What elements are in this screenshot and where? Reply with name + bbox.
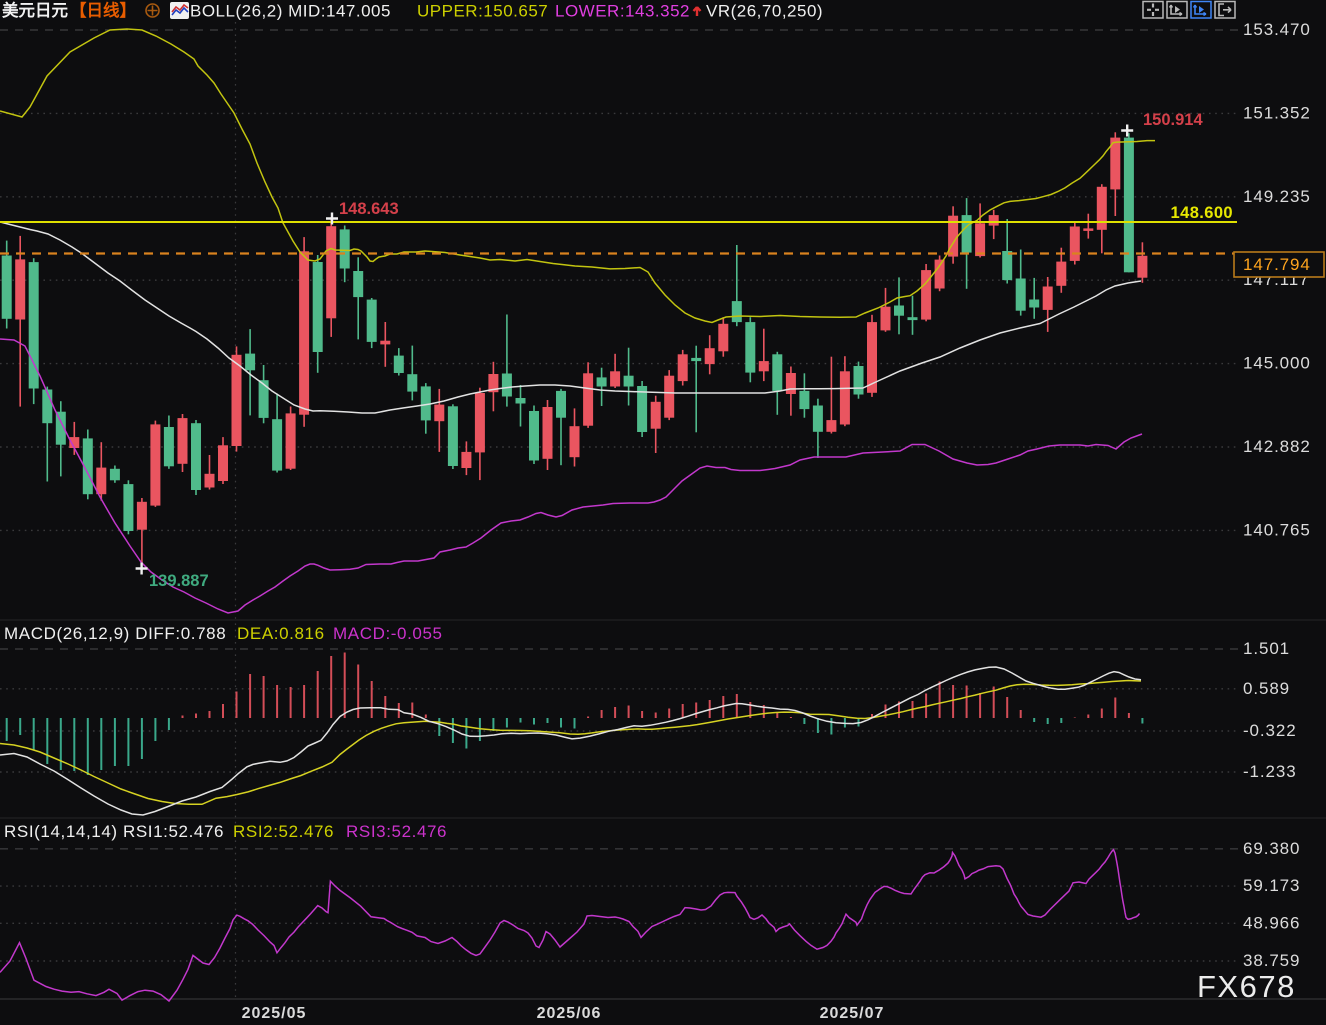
svg-text:FX678: FX678: [1197, 969, 1296, 1004]
svg-text:LOWER:143.352: LOWER:143.352: [555, 2, 690, 21]
svg-text:69.380: 69.380: [1243, 839, 1300, 858]
svg-text:153.470: 153.470: [1243, 20, 1311, 39]
svg-text:2025/07: 2025/07: [820, 1005, 885, 1022]
svg-text:MACD:-0.055: MACD:-0.055: [333, 624, 443, 643]
svg-text:美元日元: 美元日元: [2, 0, 69, 20]
svg-text:VR(26,70,250): VR(26,70,250): [706, 2, 823, 21]
svg-text:48.966: 48.966: [1243, 913, 1300, 932]
svg-text:-1.233: -1.233: [1243, 762, 1297, 781]
svg-text:RSI2:52.476: RSI2:52.476: [233, 822, 334, 841]
svg-text:38.759: 38.759: [1243, 951, 1300, 970]
svg-text:149.235: 149.235: [1243, 187, 1311, 206]
svg-text:UPPER:150.657: UPPER:150.657: [417, 2, 548, 21]
svg-text:2025/05: 2025/05: [242, 1005, 307, 1022]
svg-text:142.882: 142.882: [1243, 437, 1311, 456]
svg-text:DEA:0.816: DEA:0.816: [237, 624, 325, 643]
svg-text:150.914: 150.914: [1143, 111, 1203, 129]
svg-text:151.352: 151.352: [1243, 103, 1311, 122]
svg-text:BOLL(26,2) MID:147.005: BOLL(26,2) MID:147.005: [190, 2, 391, 21]
svg-text:139.887: 139.887: [149, 572, 209, 590]
svg-text:RSI3:52.476: RSI3:52.476: [346, 822, 447, 841]
svg-text:140.765: 140.765: [1243, 520, 1311, 539]
svg-text:【日线】: 【日线】: [70, 0, 136, 20]
svg-text:1.501: 1.501: [1243, 639, 1290, 658]
svg-text:59.173: 59.173: [1243, 876, 1300, 895]
svg-text:0.589: 0.589: [1243, 679, 1290, 698]
svg-text:148.600: 148.600: [1171, 204, 1233, 222]
svg-text:-0.322: -0.322: [1243, 721, 1297, 740]
svg-text:148.643: 148.643: [339, 200, 399, 218]
svg-text:RSI(14,14,14) RSI1:52.476: RSI(14,14,14) RSI1:52.476: [4, 822, 224, 841]
svg-text:147.794: 147.794: [1243, 255, 1311, 274]
svg-text:145.000: 145.000: [1243, 354, 1311, 373]
svg-text:MACD(26,12,9) DIFF:0.788: MACD(26,12,9) DIFF:0.788: [4, 624, 226, 643]
svg-text:2025/06: 2025/06: [537, 1005, 602, 1022]
